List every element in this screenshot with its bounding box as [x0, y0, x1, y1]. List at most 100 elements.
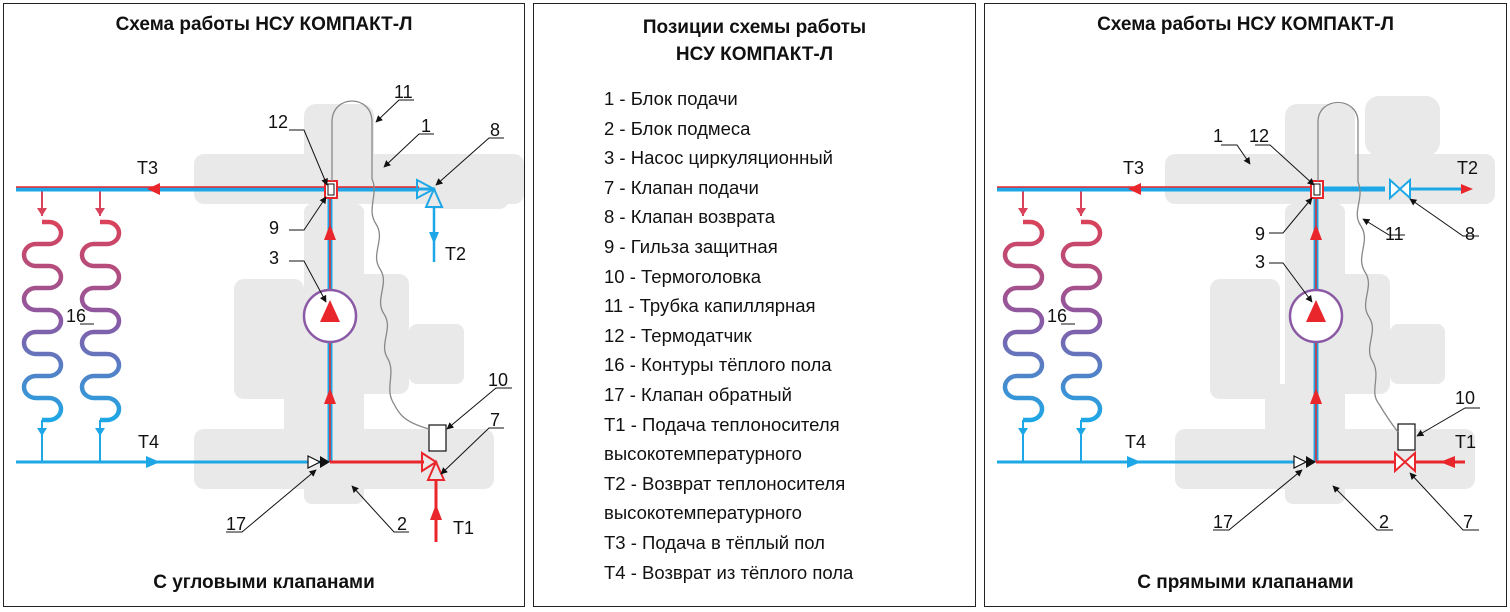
label-16: 16 [1047, 306, 1067, 326]
label-10: 10 [1455, 388, 1475, 408]
label-12: 12 [268, 112, 288, 132]
legend-title-line: Позиции схемы работы [642, 17, 867, 38]
label-t4: Т4 [138, 432, 159, 452]
loop-arrow [37, 428, 47, 436]
check-valve-icon [320, 456, 330, 468]
thermo-head-icon [428, 424, 447, 452]
check-valve-icon [1293, 455, 1308, 469]
label-16: 16 [66, 306, 86, 326]
legend-item: 7 - Клапан подачи [604, 176, 759, 198]
loop-arrow [1076, 208, 1086, 216]
right-scheme-diagram: 1 12 9 3 11 8 10 7 2 17 16 Т3 Т4 Т2 Т1 [997, 96, 1495, 532]
capillary-tube [331, 100, 430, 430]
label-12: 12 [1249, 126, 1269, 146]
t2-flow-arrow [1461, 184, 1473, 194]
t2-flow-arrow [429, 232, 439, 244]
label-8: 8 [490, 120, 500, 140]
legend-title: Позиции схемы работы НСУ КОМПАКТ-Л [534, 14, 975, 68]
leader-9 [1269, 197, 1313, 234]
device-body-ghost [194, 104, 524, 504]
riser-flow-arrow [324, 388, 336, 404]
loop-arrow [95, 208, 105, 216]
riser-flow-arrow [324, 224, 336, 240]
leader-11 [1362, 218, 1405, 236]
loop-arrow [1018, 208, 1028, 216]
leader-3 [289, 260, 327, 303]
supply-valve-icon-leg [426, 459, 446, 481]
legend-item: 3 - Насос циркуляционный [604, 147, 833, 169]
t4-flow-arrow [146, 456, 160, 468]
return-valve-icon [416, 178, 437, 200]
label-9: 9 [269, 218, 279, 238]
legend-item: Т1 - Подача теплоносителя [604, 413, 840, 435]
t3-flow-arrow [147, 183, 160, 195]
return-valve-icon [1389, 177, 1411, 201]
left-labels: 12 9 3 11 1 8 10 7 2 17 16 Т3 Т4 Т2 Т1 [66, 82, 508, 538]
leader-2 [351, 485, 409, 533]
label-17: 17 [1213, 512, 1233, 532]
legend-item: Т3 - Подача в тёплый пол [604, 531, 825, 553]
label-t2: Т2 [445, 244, 466, 264]
leader-17 [1213, 469, 1303, 531]
legend-item: 9 - Гильза защитная [604, 235, 778, 257]
legend-item: высокотемпературного [604, 502, 802, 524]
label-t4: Т4 [1125, 432, 1146, 452]
riser-flow-arrow [1310, 224, 1322, 240]
label-t1: Т1 [1455, 432, 1476, 452]
floor-heating-loops [21, 219, 122, 423]
label-1: 1 [421, 116, 431, 136]
pump-arrow [320, 300, 340, 322]
label-11: 11 [394, 82, 413, 102]
label-7: 7 [490, 410, 500, 430]
legend-item: 2 - Блок подмеса [604, 117, 751, 139]
right-panel: Схема работы НСУ КОМПАКТ-Л [984, 3, 1507, 607]
supply-valve-icon [1394, 450, 1416, 474]
check-valve-icon [307, 455, 322, 469]
leader-3 [1269, 262, 1313, 303]
riser-flow-arrow [1310, 388, 1322, 404]
pump-arrow [1306, 300, 1326, 322]
left-panel: Схема работы НСУ КОМПАКТ-Л [3, 3, 525, 607]
leader-9 [289, 196, 327, 231]
supply-valve-icon [421, 451, 438, 473]
t4-flow-arrow [1127, 456, 1141, 468]
leader-10 [1416, 407, 1480, 437]
label-2: 2 [1379, 512, 1389, 532]
check-valve-icon [1306, 456, 1316, 468]
legend-item: 17 - Клапан обратный [604, 383, 792, 405]
label-9: 9 [1255, 224, 1265, 244]
t3-flow-arrow [1128, 183, 1141, 195]
sensor-sleeve-icon [1313, 183, 1321, 196]
thermo-head-icon [1397, 423, 1416, 451]
loop-arrow [37, 208, 47, 216]
leader-8 [435, 137, 504, 186]
legend-item: 16 - Контуры тёплого пола [604, 354, 832, 376]
loop-arrow [1076, 428, 1086, 436]
leader-10 [446, 387, 512, 430]
loop-inlet-drops [1022, 188, 1082, 216]
left-panel-title: Схема работы НСУ КОМПАКТ-Л [115, 14, 413, 35]
legend-item: 11 - Трубка капиллярная [604, 295, 816, 317]
label-t1: Т1 [453, 518, 474, 538]
capillary-tube [1317, 101, 1399, 433]
leader-7 [440, 427, 504, 475]
label-t2: Т2 [1457, 158, 1478, 178]
legend-item: 10 - Термоголовка [604, 265, 761, 287]
leader-11 [375, 99, 414, 123]
t1-flow-arrow [1440, 456, 1455, 468]
label-3: 3 [1255, 252, 1265, 272]
label-t3: Т3 [137, 158, 158, 178]
label-t3: Т3 [1123, 158, 1144, 178]
legend-item: Т2 - Возврат теплоносителя [604, 472, 846, 494]
loop-arrow [95, 428, 105, 436]
leader-1 [383, 133, 434, 168]
leader-2 [1332, 485, 1393, 531]
right-panel-title: Схема работы НСУ КОМПАКТ-Л [1097, 14, 1394, 35]
loop-inlet-drops [41, 188, 101, 216]
sensor-sleeve-icon [327, 183, 335, 196]
legend-item: 1 - Блок подачи [604, 88, 738, 109]
loop-arrow [1018, 428, 1028, 436]
legend-title-line: НСУ КОМПАКТ-Л [675, 44, 834, 65]
legend-panel: Позиции схемы работы НСУ КОМПАКТ-Л 1 - Б… [533, 3, 976, 607]
leader-12 [1255, 144, 1315, 186]
